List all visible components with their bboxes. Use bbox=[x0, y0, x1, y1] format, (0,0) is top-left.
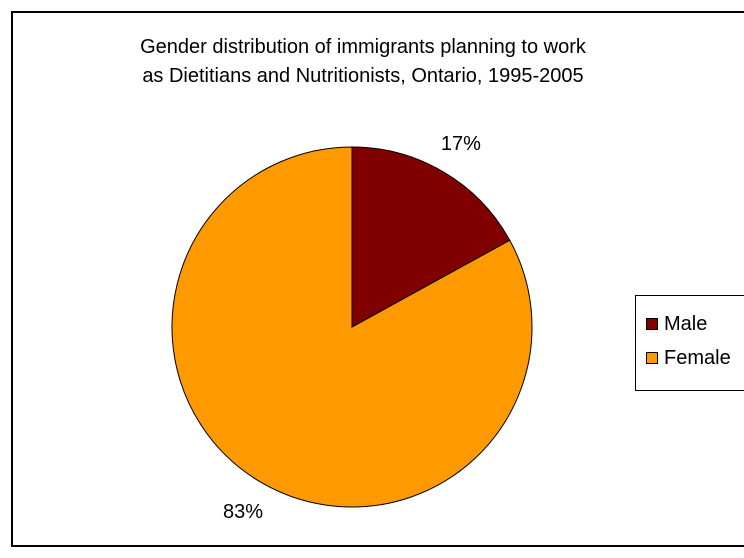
pie-slices bbox=[171, 146, 533, 508]
legend-swatch-male bbox=[646, 318, 658, 330]
legend-label-male: Male bbox=[664, 312, 708, 335]
chart-area: Gender distribution of immigrants planni… bbox=[11, 11, 744, 547]
data-label-female: 83% bbox=[223, 501, 263, 523]
legend: Male Female bbox=[635, 295, 744, 391]
chart-title-line-2: as Dietitians and Nutritionists, Ontario… bbox=[142, 65, 584, 87]
legend-item-male: Male bbox=[646, 311, 707, 337]
legend-label-female: Female bbox=[664, 346, 731, 369]
chart-title-line-1: Gender distribution of immigrants planni… bbox=[140, 36, 586, 58]
legend-swatch-female bbox=[646, 352, 658, 364]
chart-title: Gender distribution of immigrants planni… bbox=[73, 33, 653, 91]
data-label-male: 17% bbox=[441, 133, 481, 155]
legend-item-female: Female bbox=[646, 345, 731, 371]
pie-slice-male bbox=[351, 146, 511, 328]
pie-chart: 17% 83% bbox=[171, 133, 533, 523]
pie-slice-female bbox=[171, 146, 533, 508]
